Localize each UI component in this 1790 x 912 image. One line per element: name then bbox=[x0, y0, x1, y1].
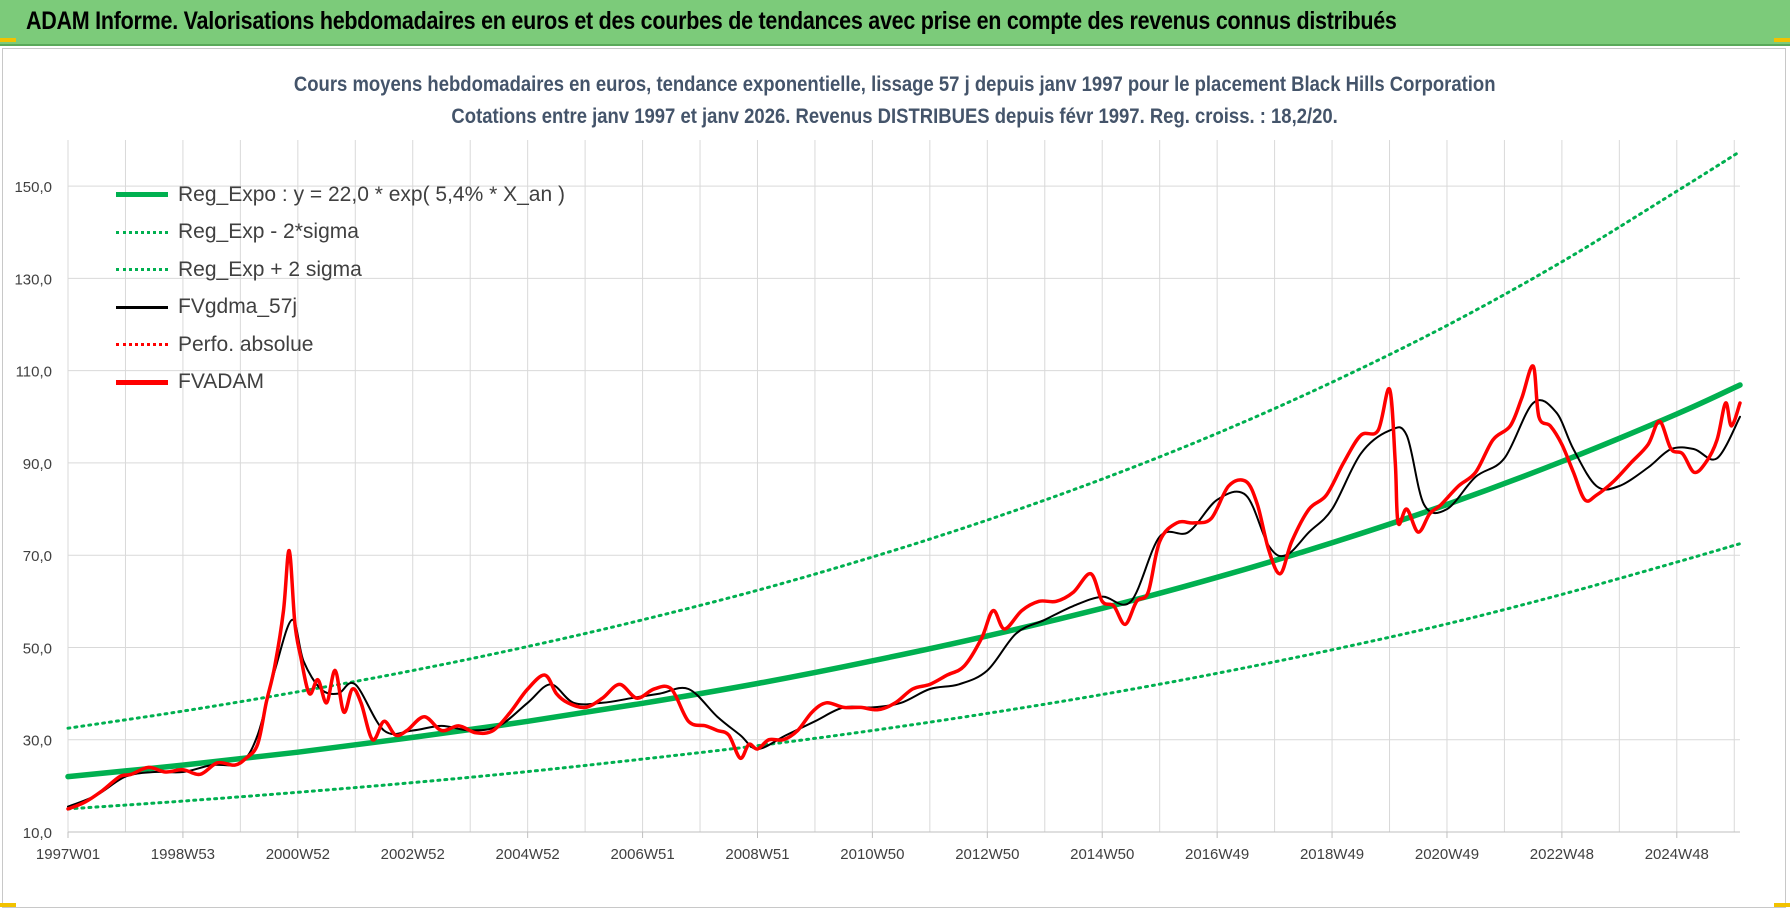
x-tick-label: 2010W50 bbox=[840, 846, 904, 863]
header-banner: ADAM Informe. Valorisations hebdomadaire… bbox=[0, 0, 1790, 46]
x-tick-label: 1997W01 bbox=[36, 846, 100, 863]
y-tick-label: 70,0 bbox=[23, 548, 52, 565]
legend-swatch bbox=[116, 305, 168, 309]
corner-mark-bottom-left bbox=[0, 903, 16, 907]
legend-swatch bbox=[116, 343, 168, 347]
legend-item: Reg_Exp + 2 sigma bbox=[116, 251, 565, 289]
chart-title: Cours moyens hebdomadaires en euros, ten… bbox=[294, 73, 1496, 96]
legend-label: Perfo. absolue bbox=[178, 332, 314, 356]
y-tick-label: 110,0 bbox=[16, 364, 52, 381]
series-fvadam bbox=[66, 364, 1742, 811]
series-reg-expo bbox=[65, 382, 1743, 780]
y-tick-label: 10,0 bbox=[23, 825, 52, 842]
corner-mark-top-left bbox=[0, 38, 16, 42]
chart-frame bbox=[2, 48, 1786, 908]
x-tick-label: 2002W52 bbox=[381, 846, 445, 863]
legend-label: Reg_Expo : y = 22,0 * exp( 5,4% * X_an ) bbox=[178, 182, 565, 206]
y-tick-label: 150,0 bbox=[14, 179, 52, 196]
x-tick-label: 2004W52 bbox=[496, 846, 560, 863]
x-tick-label: 2020W49 bbox=[1415, 846, 1479, 863]
x-tick-label: 2006W51 bbox=[610, 846, 674, 863]
series-reg-exp-plus-2sigma bbox=[66, 150, 1742, 730]
legend-swatch bbox=[116, 192, 168, 198]
y-tick-label: 30,0 bbox=[23, 733, 52, 750]
legend-item: FVgdma_57j bbox=[116, 289, 565, 327]
legend-swatch bbox=[116, 230, 168, 234]
legend-label: FVADAM bbox=[178, 370, 264, 394]
legend-item: Reg_Exp - 2*sigma bbox=[116, 214, 565, 252]
legend-label: Reg_Exp - 2*sigma bbox=[178, 220, 359, 244]
x-tick-label: 2022W48 bbox=[1530, 846, 1594, 863]
corner-mark-bottom-right bbox=[1774, 903, 1790, 907]
banner-title: ADAM Informe. Valorisations hebdomadaire… bbox=[26, 7, 1397, 35]
x-tick-label: 2018W49 bbox=[1300, 846, 1364, 863]
legend-item: FVADAM bbox=[116, 364, 565, 402]
corner-mark-top-right bbox=[1774, 38, 1790, 42]
legend-item: Perfo. absolue bbox=[116, 326, 565, 364]
x-tick-label: 2014W50 bbox=[1070, 846, 1134, 863]
x-tick-label: 2012W50 bbox=[955, 846, 1019, 863]
legend-item: Reg_Expo : y = 22,0 * exp( 5,4% * X_an ) bbox=[116, 176, 565, 214]
legend-swatch bbox=[116, 268, 168, 272]
x-tick-label: 2008W51 bbox=[725, 846, 789, 863]
chart-legend: Reg_Expo : y = 22,0 * exp( 5,4% * X_an )… bbox=[116, 176, 565, 401]
series-reg-exp-minus-2sigma bbox=[66, 542, 1742, 811]
legend-label: Reg_Exp + 2 sigma bbox=[178, 257, 362, 281]
legend-swatch bbox=[116, 379, 168, 385]
x-tick-label: 2016W49 bbox=[1185, 846, 1249, 863]
y-tick-label: 50,0 bbox=[23, 640, 52, 657]
x-tick-label: 2024W48 bbox=[1645, 846, 1709, 863]
x-tick-label: 1998W53 bbox=[151, 846, 215, 863]
series-fvgdma-57j bbox=[67, 399, 1741, 808]
y-tick-label: 130,0 bbox=[14, 271, 52, 288]
legend-label: FVgdma_57j bbox=[178, 295, 298, 319]
chart-subtitle: Cotations entre janv 1997 et janv 2026. … bbox=[451, 105, 1339, 128]
x-tick-label: 2000W52 bbox=[266, 846, 330, 863]
y-tick-label: 90,0 bbox=[23, 456, 52, 473]
